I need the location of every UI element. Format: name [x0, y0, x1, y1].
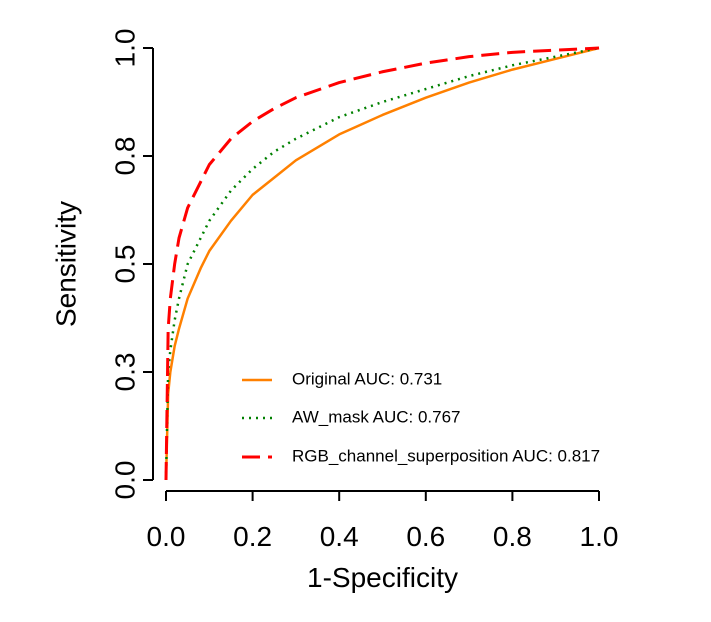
x-tick-label: 0.4: [320, 521, 359, 552]
y-axis-title: Sensitivity: [50, 201, 81, 327]
x-axis-title: 1-Specificity: [307, 562, 458, 593]
legend-label: RGB_channel_superposition AUC: 0.817: [292, 446, 600, 465]
y-tick-label: 0.0: [109, 461, 140, 500]
y-tick-label: 0.5: [109, 245, 140, 284]
legend-label: AW_mask AUC: 0.767: [292, 407, 461, 426]
axes: 0.0 0.2 0.4 0.6 0.8 1.0 0.0 0.3 0.5 0.8 1.0: [109, 29, 618, 552]
y-tick-label: 1.0: [109, 29, 140, 68]
legend: Original AUC: 0.731 AW_mask AUC: 0.767 RGB…: [242, 369, 600, 465]
x-tick-label: 0.0: [147, 521, 186, 552]
series-line-2: [164, 46, 600, 481]
y-tick-label: 0.8: [109, 137, 140, 176]
x-tick-label: 0.6: [406, 521, 445, 552]
x-tick-label: 0.2: [233, 521, 272, 552]
x-tick-label: 1.0: [580, 521, 619, 552]
y-tick-label: 0.3: [109, 353, 140, 392]
series-lines: [164, 46, 600, 481]
series-line-0: [164, 46, 600, 481]
legend-label: Original AUC: 0.731: [292, 369, 442, 388]
x-tick-label: 0.8: [493, 521, 532, 552]
